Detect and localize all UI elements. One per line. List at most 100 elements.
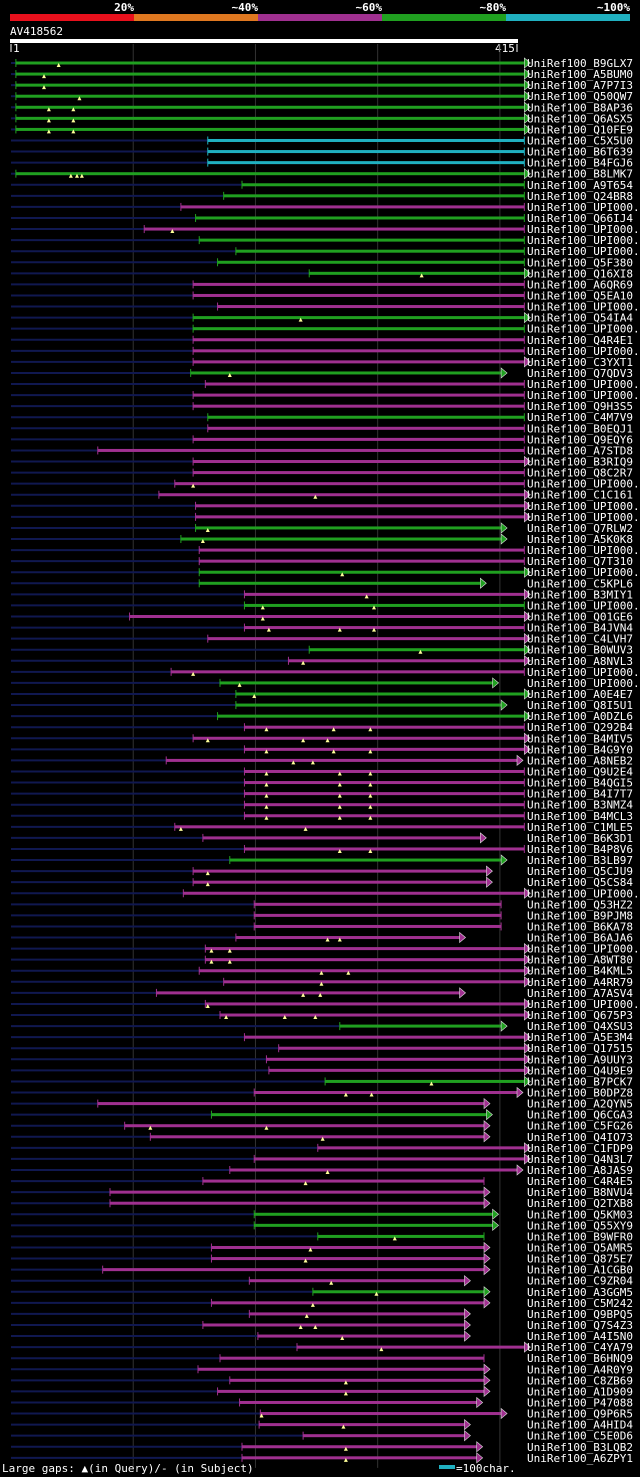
alignment-row[interactable]: UniRef100_Q66IJ4 bbox=[11, 212, 633, 225]
alignment-row[interactable]: UniRef100_B4I7T7 bbox=[11, 788, 633, 801]
hit-label[interactable]: UniRef100_A7STD8 bbox=[527, 444, 633, 457]
alignment-row[interactable]: UniRef100_Q53HZ2 bbox=[11, 898, 633, 911]
hit-label[interactable]: UniRef100_Q4R4E1 bbox=[527, 334, 633, 347]
alignment-row[interactable]: UniRef100_Q7QDV3 bbox=[11, 367, 633, 380]
alignment-row[interactable]: UniRef100_B7PCK7 bbox=[11, 1075, 633, 1088]
hit-label[interactable]: UniRef100_B6AJA6 bbox=[527, 932, 633, 945]
alignment-row[interactable]: UniRef100_B4MCL3 bbox=[11, 810, 633, 823]
alignment-row[interactable]: UniRef100_UPI000... bbox=[11, 943, 640, 956]
alignment-row[interactable]: UniRef100_Q675P3 bbox=[11, 1009, 633, 1022]
hit-label[interactable]: UniRef100_UPI000... bbox=[527, 887, 640, 900]
hit-label[interactable]: UniRef100_Q9EQY6 bbox=[527, 433, 633, 446]
hit-label[interactable]: UniRef100_A7ASV4 bbox=[527, 987, 633, 1000]
alignment-row[interactable]: UniRef100_B6HNQ9 bbox=[11, 1352, 633, 1365]
alignment-row[interactable]: UniRef100_C9ZR04 bbox=[11, 1275, 633, 1288]
hit-label[interactable]: UniRef100_C9ZR04 bbox=[527, 1275, 633, 1288]
hit-label[interactable]: UniRef100_B0DPZ8 bbox=[527, 1087, 633, 1100]
hit-label[interactable]: UniRef100_B4MIV5 bbox=[527, 732, 633, 745]
alignment-row[interactable]: UniRef100_Q5EA10 bbox=[11, 289, 633, 302]
hit-label[interactable]: UniRef100_Q6ASX5 bbox=[527, 112, 633, 125]
alignment-row[interactable]: UniRef100_Q7T310 bbox=[11, 555, 633, 568]
alignment-row[interactable]: UniRef100_Q50QW7 bbox=[11, 90, 633, 103]
alignment-row[interactable]: UniRef100_Q7S4Z3 bbox=[11, 1319, 633, 1332]
hit-label[interactable]: UniRef100_B6T639 bbox=[527, 146, 633, 159]
hit-label[interactable]: UniRef100_Q55XY9 bbox=[527, 1219, 633, 1232]
hit-label[interactable]: UniRef100_UPI000... bbox=[527, 599, 640, 612]
alignment-row[interactable]: UniRef100_C4YA79 bbox=[11, 1341, 633, 1354]
alignment-row[interactable]: UniRef100_A2QYN5 bbox=[11, 1098, 633, 1111]
hit-label[interactable]: UniRef100_C5FG26 bbox=[527, 1120, 633, 1133]
alignment-row[interactable]: UniRef100_UPI000... bbox=[11, 223, 640, 236]
alignment-row[interactable]: UniRef100_B4JVN4 bbox=[11, 622, 633, 635]
alignment-row[interactable]: UniRef100_UPI000... bbox=[11, 998, 640, 1011]
hit-label[interactable]: UniRef100_Q24BR8 bbox=[527, 190, 633, 203]
alignment-row[interactable]: UniRef100_C5KPL6 bbox=[11, 577, 633, 590]
hit-label[interactable]: UniRef100_B9WFR0 bbox=[527, 1230, 633, 1243]
alignment-row[interactable]: UniRef100_UPI000... bbox=[11, 345, 640, 358]
hit-label[interactable]: UniRef100_Q66IJ4 bbox=[527, 212, 633, 225]
alignment-row[interactable]: UniRef100_B4P8V6 bbox=[11, 843, 633, 856]
alignment-row[interactable]: UniRef100_Q5AMR5 bbox=[11, 1241, 633, 1254]
hit-label[interactable]: UniRef100_A5K0K8 bbox=[527, 533, 633, 546]
alignment-row[interactable]: UniRef100_UPI000... bbox=[11, 389, 640, 402]
alignment-row[interactable]: UniRef100_A8NEB2 bbox=[11, 754, 633, 767]
alignment-row[interactable]: UniRef100_Q5CJU9 bbox=[11, 865, 633, 878]
hit-label[interactable]: UniRef100_A0E4E7 bbox=[527, 688, 633, 701]
hit-label[interactable]: UniRef100_A7P7I3 bbox=[527, 79, 633, 92]
hit-label[interactable]: UniRef100_Q53HZ2 bbox=[527, 898, 633, 911]
hit-label[interactable]: UniRef100_A8NVL3 bbox=[527, 655, 633, 668]
alignment-row[interactable]: UniRef100_Q01GE6 bbox=[11, 611, 633, 624]
hit-label[interactable]: UniRef100_B9GLX7 bbox=[527, 57, 633, 70]
hit-label[interactable]: UniRef100_C5X5U0 bbox=[527, 134, 633, 147]
alignment-row[interactable]: UniRef100_UPI000... bbox=[11, 234, 640, 247]
alignment-row[interactable]: UniRef100_B9WFR0 bbox=[11, 1230, 633, 1243]
hit-label[interactable]: UniRef100_A1D909 bbox=[527, 1385, 633, 1398]
hit-label[interactable]: UniRef100_Q17515 bbox=[527, 1042, 633, 1055]
hit-label[interactable]: UniRef100_Q5EA10 bbox=[527, 289, 633, 302]
hit-label[interactable]: UniRef100_A4R0Y9 bbox=[527, 1363, 633, 1376]
alignment-row[interactable]: UniRef100_Q16XI8 bbox=[11, 267, 633, 280]
alignment-row[interactable]: UniRef100_A3GGM5 bbox=[11, 1286, 633, 1299]
hit-label[interactable]: UniRef100_Q10FE9 bbox=[527, 123, 633, 136]
alignment-row[interactable]: UniRef100_Q9EQY6 bbox=[11, 433, 633, 446]
hit-label[interactable]: UniRef100_B3NMZ4 bbox=[527, 799, 633, 812]
hit-label[interactable]: UniRef100_C8ZB69 bbox=[527, 1374, 633, 1387]
alignment-row[interactable]: UniRef100_B4QGI5 bbox=[11, 777, 633, 790]
alignment-row[interactable]: UniRef100_B4KML5 bbox=[11, 965, 633, 978]
alignment-row[interactable]: UniRef100_Q8C2R7 bbox=[11, 467, 633, 480]
hit-label[interactable]: UniRef100_UPI000... bbox=[527, 666, 640, 679]
alignment-row[interactable]: UniRef100_A4I5N0 bbox=[11, 1330, 633, 1343]
hit-label[interactable]: UniRef100_A4I5N0 bbox=[527, 1330, 633, 1343]
alignment-row[interactable]: UniRef100_A5BUM0 bbox=[11, 68, 633, 81]
hit-label[interactable]: UniRef100_Q8I5U1 bbox=[527, 699, 633, 712]
alignment-row[interactable]: UniRef100_Q4XSU3 bbox=[11, 1020, 633, 1033]
hit-label[interactable]: UniRef100_Q6CGA3 bbox=[527, 1109, 633, 1122]
alignment-row[interactable]: UniRef100_A5K0K8 bbox=[11, 533, 633, 546]
alignment-row[interactable]: UniRef100_Q2TXB8 bbox=[11, 1197, 633, 1210]
alignment-row[interactable]: UniRef100_Q54IA4 bbox=[11, 312, 633, 325]
alignment-row[interactable]: UniRef100_Q4U9E9 bbox=[11, 1064, 633, 1077]
hit-label[interactable]: UniRef100_A9T654 bbox=[527, 179, 633, 192]
hit-label[interactable]: UniRef100_C4YA79 bbox=[527, 1341, 633, 1354]
hit-label[interactable]: UniRef100_Q16XI8 bbox=[527, 267, 633, 280]
hit-label[interactable]: UniRef100_Q875E7 bbox=[527, 1253, 633, 1266]
hit-label[interactable]: UniRef100_Q4N3L7 bbox=[527, 1153, 633, 1166]
alignment-row[interactable]: UniRef100_C5FG26 bbox=[11, 1120, 633, 1133]
hit-label[interactable]: UniRef100_Q50QW7 bbox=[527, 90, 633, 103]
alignment-row[interactable]: UniRef100_A7P7I3 bbox=[11, 79, 633, 92]
hit-label[interactable]: UniRef100_A1CGB0 bbox=[527, 1264, 633, 1277]
hit-label[interactable]: UniRef100_C4M7V9 bbox=[527, 411, 633, 424]
hit-label[interactable]: UniRef100_B7PCK7 bbox=[527, 1075, 633, 1088]
alignment-row[interactable]: UniRef100_A0E4E7 bbox=[11, 688, 633, 701]
hit-label[interactable]: UniRef100_A2QYN5 bbox=[527, 1098, 633, 1111]
hit-label[interactable]: UniRef100_Q9U2E4 bbox=[527, 765, 633, 778]
alignment-row[interactable]: UniRef100_Q6ASX5 bbox=[11, 112, 633, 125]
hit-label[interactable]: UniRef100_B4I7T7 bbox=[527, 788, 633, 801]
alignment-row[interactable]: UniRef100_A9UUY3 bbox=[11, 1053, 633, 1066]
alignment-row[interactable]: UniRef100_C5E0D6 bbox=[11, 1430, 633, 1443]
alignment-row[interactable]: UniRef100_B3LQB2 bbox=[11, 1441, 633, 1454]
alignment-row[interactable]: UniRef100_UPI000... bbox=[11, 599, 640, 612]
alignment-row[interactable]: UniRef100_A8NVL3 bbox=[11, 655, 633, 668]
hit-label[interactable]: UniRef100_UPI000... bbox=[527, 478, 640, 491]
alignment-row[interactable]: UniRef100_B8NVU4 bbox=[11, 1186, 633, 1199]
